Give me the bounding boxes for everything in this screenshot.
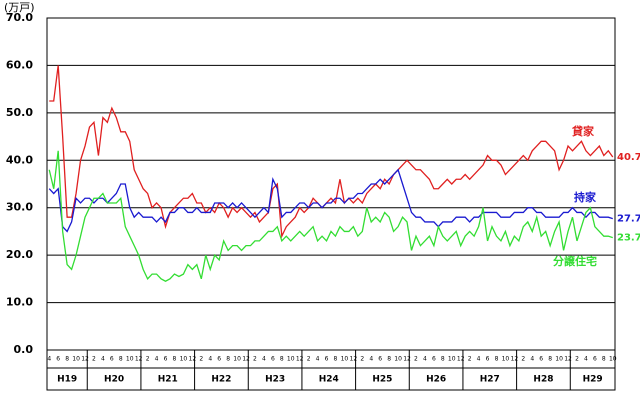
x-tick-label: 8 [119,356,123,363]
year-label: H21 [158,375,178,385]
x-tick-label: 6 [593,356,597,363]
x-tick-label: 10 [72,356,80,363]
y-tick-label: 40.0 [6,153,33,166]
x-tick-label: 2 [307,356,311,363]
series-line [48,168,613,233]
x-tick-label: 4 [155,356,159,363]
x-tick-label: 10 [233,356,241,363]
x-tick-label: 6 [271,356,275,363]
x-tick-label: 8 [495,356,499,363]
x-tick-label: 2 [199,356,203,363]
end-value-label: 23.7 [617,233,640,244]
series-line [49,65,614,239]
x-tick-label: 2 [146,356,150,363]
x-tick-label: 10 [609,356,617,363]
x-tick-label: 10 [448,356,456,363]
x-tick-label: 10 [341,356,349,363]
x-tick-label: 4 [369,356,373,363]
x-tick-label: 12 [189,356,197,363]
x-tick-label: 6 [432,356,436,363]
x-tick-label: 12 [350,356,358,363]
x-tick-label: 2 [468,356,472,363]
x-tick-label: 8 [334,356,338,363]
x-tick-label: 2 [414,356,418,363]
x-tick-label: 2 [575,356,579,363]
y-tick-label: 60.0 [6,58,33,71]
x-tick-label: 12 [81,356,89,363]
x-tick-label: 12 [296,356,304,363]
y-tick-label: 10.0 [6,296,33,309]
x-tick-label: 8 [387,356,391,363]
x-tick-label: 10 [502,356,510,363]
x-tick-label: 12 [564,356,572,363]
series-label: 分譲住宅 [553,254,597,268]
plot-border [46,17,616,351]
y-tick-label: 20.0 [6,248,33,261]
y-tick-label: 0.0 [14,343,34,356]
x-tick-label: 8 [65,356,69,363]
x-tick-label: 6 [110,356,114,363]
x-tick-label: 10 [180,356,188,363]
year-label: H29 [583,375,603,385]
x-tick-label: 4 [208,356,212,363]
x-tick-label: 12 [511,356,519,363]
x-tick-label: 6 [164,356,168,363]
x-tick-label: 4 [584,356,588,363]
x-axis-box [46,349,616,391]
series-label: 持家 [574,190,597,204]
series-line [48,150,613,282]
x-tick-label: 12 [242,356,250,363]
x-tick-label: 8 [226,356,230,363]
x-tick-label: 4 [262,356,266,363]
x-tick-label: 6 [217,356,221,363]
x-tick-label: 8 [602,356,606,363]
year-label: H23 [265,375,285,385]
x-tick-label: 10 [394,356,402,363]
year-label: H28 [533,375,553,385]
x-tick-label: 12 [457,356,465,363]
x-tick-label: 4 [477,356,481,363]
x-tick-label: 12 [403,356,411,363]
x-tick-label: 4 [47,356,51,363]
y-axis-label: (万戸) [4,1,35,14]
x-tick-label: 6 [325,356,329,363]
x-tick-label: 8 [280,356,284,363]
x-tick-label: 4 [316,356,320,363]
year-label: H19 [57,375,77,385]
year-label: H22 [211,375,231,385]
year-label: H26 [426,375,446,385]
x-tick-label: 8 [441,356,445,363]
year-label: H25 [372,375,392,385]
x-tick-label: 8 [548,356,552,363]
y-tick-label: 30.0 [6,201,33,214]
y-tick-label: 50.0 [6,106,33,119]
x-tick-label: 2 [521,356,525,363]
x-tick-label: 4 [423,356,427,363]
x-tick-label: 4 [530,356,534,363]
year-label: H20 [104,375,124,385]
x-tick-label: 12 [135,356,143,363]
year-label: H24 [319,375,339,385]
x-tick-label: 2 [92,356,96,363]
x-tick-label: 6 [486,356,490,363]
x-tick-label: 2 [253,356,257,363]
x-tick-label: 6 [378,356,382,363]
x-tick-label: 6 [56,356,60,363]
x-tick-label: 10 [287,356,295,363]
series-label: 貸家 [571,124,595,138]
end-value-label: 27.7 [617,214,640,225]
x-tick-label: 4 [101,356,105,363]
x-tick-label: 8 [173,356,177,363]
x-tick-label: 6 [539,356,543,363]
x-tick-label: 10 [555,356,563,363]
end-value-label: 40.7 [617,152,640,163]
year-label: H27 [480,375,500,385]
y-tick-label: 70.0 [6,11,33,24]
x-tick-label: 10 [126,356,134,363]
x-tick-label: 2 [360,356,364,363]
